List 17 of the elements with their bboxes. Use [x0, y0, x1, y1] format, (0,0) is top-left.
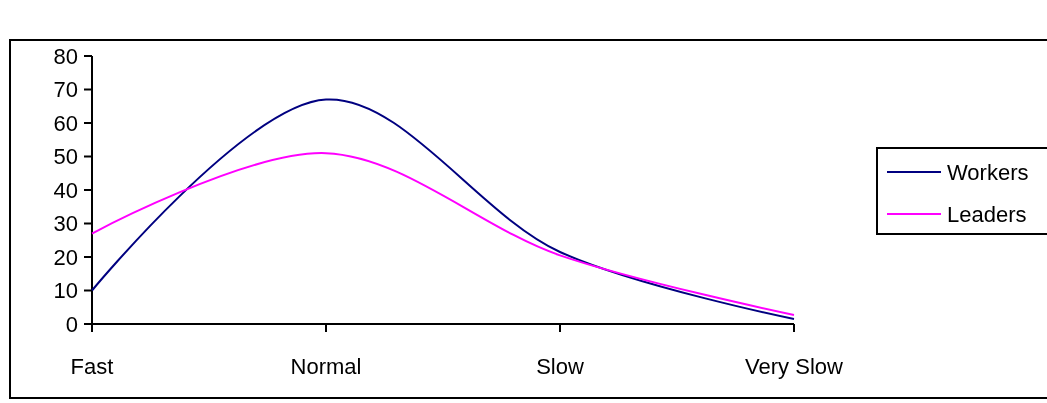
line-series [91, 98, 795, 320]
x-tick-label: Normal [290, 354, 362, 379]
x-tick-label: Slow [536, 354, 584, 379]
y-tick-label: 40 [53, 177, 78, 203]
y-tick-label: 0 [65, 311, 78, 337]
y-tick-label: 30 [53, 211, 78, 237]
legend-label: Workers [947, 159, 1029, 185]
legend-label: Leaders [947, 201, 1027, 227]
x-tick-label: Fast [70, 354, 114, 379]
y-tick-label: 60 [53, 110, 78, 136]
y-tick-label: 50 [53, 144, 78, 170]
x-tick-label: Very Slow [745, 354, 844, 379]
y-tick-label: 70 [53, 77, 78, 103]
y-tick-label: 10 [53, 278, 78, 304]
y-tick-label: 80 [53, 43, 78, 69]
line-series [91, 152, 795, 316]
y-tick-label: 20 [53, 244, 78, 270]
